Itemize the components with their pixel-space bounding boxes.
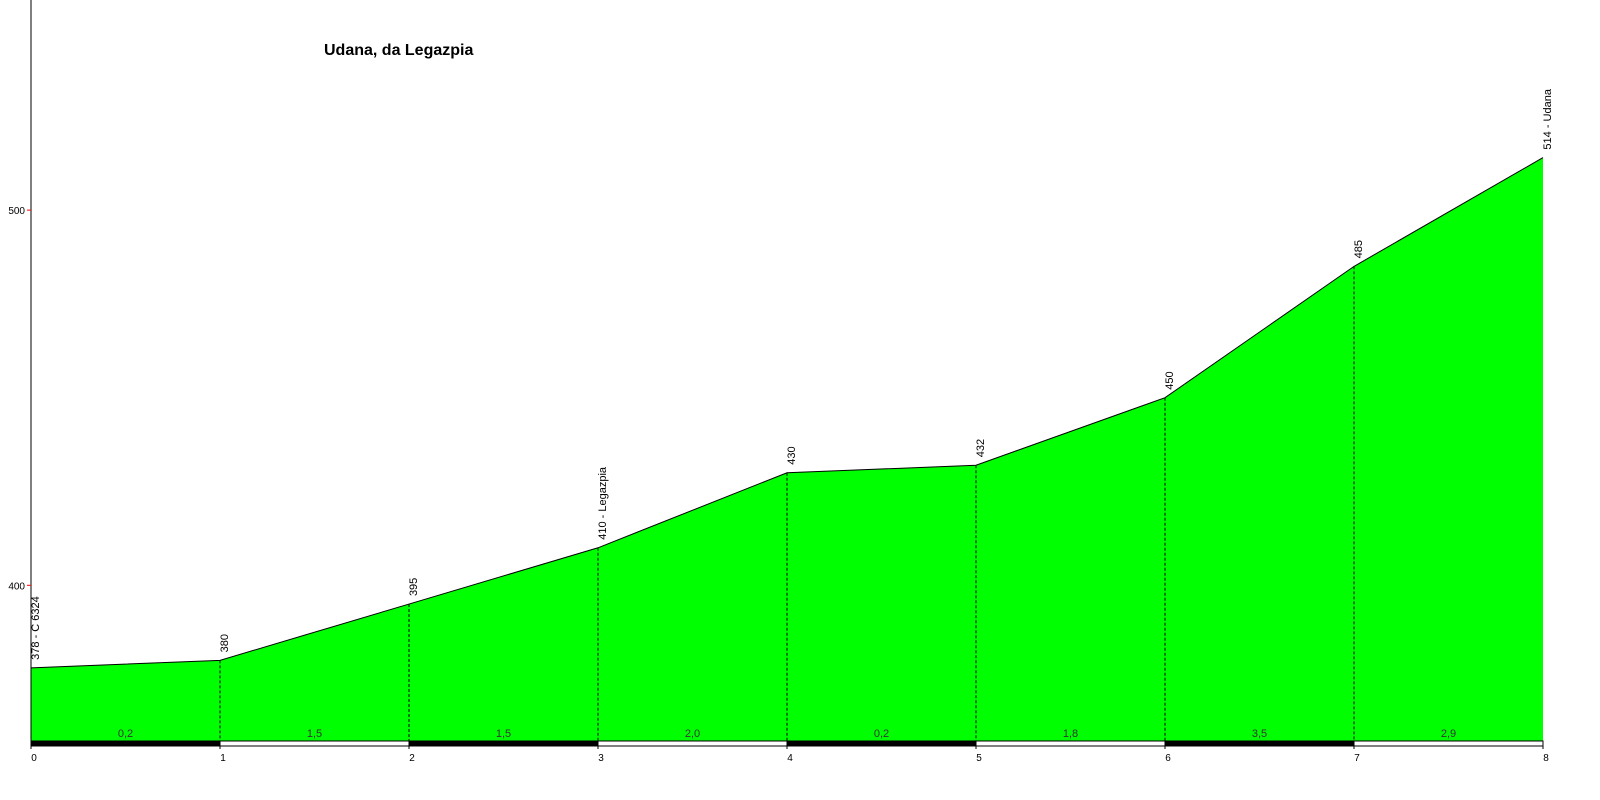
segment-label: 2,9 xyxy=(1441,728,1456,740)
segment-bar xyxy=(219,740,410,747)
x-tick-label: 1 xyxy=(220,753,226,764)
point-label: 410 - Legazpia xyxy=(597,466,609,540)
chart-title: Udana, da Legazpia xyxy=(324,42,473,59)
point-label: 430 xyxy=(786,446,798,464)
point-label: 514 - Udana xyxy=(1542,88,1554,149)
segment-bar xyxy=(975,740,1166,747)
segment-bar xyxy=(408,740,599,747)
x-tick-label: 0 xyxy=(31,753,37,764)
segment-label: 1,8 xyxy=(1063,728,1078,740)
elevation-line xyxy=(30,157,1544,669)
point-label: 395 xyxy=(408,578,420,596)
segment-label: 3,5 xyxy=(1252,728,1267,740)
segment-bar xyxy=(786,740,977,747)
x-tick-label: 6 xyxy=(1165,753,1171,764)
point-label: 485 xyxy=(1353,240,1365,258)
y-tick-label: 500 xyxy=(8,206,25,217)
point-label: 432 xyxy=(975,439,987,457)
segment-label: 0,2 xyxy=(874,728,889,740)
segment-label: 1,5 xyxy=(307,728,322,740)
segment-bar xyxy=(1164,740,1355,747)
segment-label: 2,0 xyxy=(685,728,700,740)
segment-label: 0,2 xyxy=(118,728,133,740)
point-label: 380 xyxy=(219,634,231,652)
x-tick-label: 7 xyxy=(1354,753,1360,764)
segment-label: 1,5 xyxy=(496,728,511,740)
x-tick-label: 3 xyxy=(598,753,604,764)
x-tick-label: 2 xyxy=(409,753,415,764)
x-tick-label: 4 xyxy=(787,753,793,764)
x-tick-label: 5 xyxy=(976,753,982,764)
point-label: 450 xyxy=(1164,371,1176,389)
segment-bar xyxy=(1353,740,1544,747)
segment-bar xyxy=(30,740,221,747)
point-label: 378 - C 6324 xyxy=(30,596,42,660)
segment-bar xyxy=(597,740,788,747)
y-tick-label: 400 xyxy=(8,581,25,592)
x-tick-label: 8 xyxy=(1543,753,1549,764)
